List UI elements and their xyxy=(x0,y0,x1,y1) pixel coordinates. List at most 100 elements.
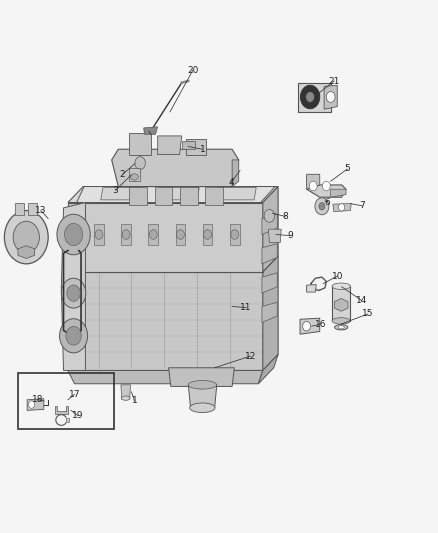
Circle shape xyxy=(315,198,329,215)
Polygon shape xyxy=(66,418,69,422)
Text: 18: 18 xyxy=(32,395,43,404)
Polygon shape xyxy=(68,370,263,384)
Polygon shape xyxy=(68,256,278,272)
Text: 2: 2 xyxy=(120,170,125,179)
Polygon shape xyxy=(158,188,199,200)
Text: 19: 19 xyxy=(72,411,84,420)
Polygon shape xyxy=(15,203,24,215)
Text: 12: 12 xyxy=(245,352,256,360)
Polygon shape xyxy=(263,187,278,272)
Circle shape xyxy=(66,326,81,345)
Polygon shape xyxy=(148,224,158,245)
Text: 9: 9 xyxy=(287,231,293,240)
Polygon shape xyxy=(298,83,331,112)
Polygon shape xyxy=(333,204,351,212)
Circle shape xyxy=(264,209,275,222)
Polygon shape xyxy=(332,286,350,321)
Circle shape xyxy=(177,230,184,239)
Polygon shape xyxy=(176,224,185,245)
Polygon shape xyxy=(268,229,281,243)
Polygon shape xyxy=(205,187,223,205)
Circle shape xyxy=(309,181,317,191)
Polygon shape xyxy=(28,203,37,215)
Text: 5: 5 xyxy=(344,165,350,173)
Polygon shape xyxy=(307,285,316,292)
Polygon shape xyxy=(307,174,320,189)
Text: 16: 16 xyxy=(315,320,326,328)
Polygon shape xyxy=(258,354,278,384)
Ellipse shape xyxy=(332,283,350,289)
Polygon shape xyxy=(112,149,239,187)
Polygon shape xyxy=(129,187,147,205)
Text: 1: 1 xyxy=(131,397,138,405)
Circle shape xyxy=(122,230,130,239)
Polygon shape xyxy=(77,187,275,203)
Text: 14: 14 xyxy=(356,296,367,305)
Polygon shape xyxy=(101,188,142,200)
Polygon shape xyxy=(55,406,68,414)
Text: 17: 17 xyxy=(69,390,80,399)
Polygon shape xyxy=(94,224,104,245)
Circle shape xyxy=(231,230,239,239)
Polygon shape xyxy=(169,368,234,386)
Polygon shape xyxy=(215,188,256,200)
Circle shape xyxy=(61,278,86,308)
Polygon shape xyxy=(203,224,212,245)
Polygon shape xyxy=(331,189,346,197)
Circle shape xyxy=(306,92,314,102)
Polygon shape xyxy=(188,385,217,408)
Circle shape xyxy=(60,319,88,353)
Polygon shape xyxy=(186,139,206,155)
Polygon shape xyxy=(155,187,172,205)
Polygon shape xyxy=(263,256,278,370)
Polygon shape xyxy=(129,168,140,181)
Polygon shape xyxy=(182,141,195,149)
Polygon shape xyxy=(61,203,85,370)
Circle shape xyxy=(319,203,325,210)
Polygon shape xyxy=(180,187,198,205)
Ellipse shape xyxy=(190,403,215,413)
Polygon shape xyxy=(68,272,263,370)
Polygon shape xyxy=(129,133,151,155)
Polygon shape xyxy=(262,214,277,235)
Circle shape xyxy=(149,230,157,239)
Circle shape xyxy=(64,223,83,246)
Ellipse shape xyxy=(332,318,350,324)
Polygon shape xyxy=(334,298,348,311)
Circle shape xyxy=(95,230,103,239)
Polygon shape xyxy=(262,302,277,322)
Circle shape xyxy=(204,230,212,239)
Polygon shape xyxy=(68,187,278,203)
Text: 15: 15 xyxy=(362,310,374,318)
Circle shape xyxy=(322,181,330,191)
Circle shape xyxy=(28,401,35,408)
Polygon shape xyxy=(18,246,35,259)
Text: 7: 7 xyxy=(359,201,365,210)
Text: 20: 20 xyxy=(187,66,198,75)
Circle shape xyxy=(303,321,311,331)
Text: 21: 21 xyxy=(328,77,340,85)
Polygon shape xyxy=(262,244,277,264)
Polygon shape xyxy=(307,185,346,197)
Polygon shape xyxy=(324,85,337,109)
Circle shape xyxy=(4,211,48,264)
Text: 3: 3 xyxy=(113,186,119,195)
Polygon shape xyxy=(232,160,239,187)
Circle shape xyxy=(326,92,335,102)
Ellipse shape xyxy=(188,381,217,389)
Polygon shape xyxy=(121,385,131,399)
Circle shape xyxy=(57,214,90,255)
Text: 13: 13 xyxy=(35,206,46,215)
Circle shape xyxy=(300,85,320,109)
Text: 4: 4 xyxy=(229,178,234,187)
Text: 6: 6 xyxy=(325,198,331,206)
Circle shape xyxy=(339,204,345,211)
Bar xyxy=(18,373,114,429)
Circle shape xyxy=(135,157,145,169)
Polygon shape xyxy=(262,273,277,293)
Text: 8: 8 xyxy=(282,212,288,221)
Ellipse shape xyxy=(121,396,130,400)
Circle shape xyxy=(67,285,80,301)
Circle shape xyxy=(13,221,39,253)
Text: 10: 10 xyxy=(332,272,343,280)
